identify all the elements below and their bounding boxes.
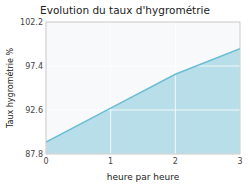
title: Evolution du taux d'hygrométrie xyxy=(40,4,210,16)
area-line xyxy=(46,49,240,143)
x-tick-label: 1 xyxy=(108,157,113,166)
x-tick-label: 2 xyxy=(173,157,178,166)
y-tick-label: 102.2 xyxy=(20,18,43,27)
chart: 87.8 92.6 97.4 102.2 0 1 2 3 Evolution du taux d… xyxy=(0,0,250,188)
area-fill xyxy=(46,49,240,154)
y-axis-label: Taux hygrométrie % xyxy=(5,48,15,130)
grid-line-y xyxy=(46,66,240,67)
grid-line-x xyxy=(175,22,176,154)
x-axis-label: heure par heure xyxy=(107,172,180,182)
y-tick-label: 92.6 xyxy=(25,106,43,115)
plot-area xyxy=(46,22,240,154)
series-group xyxy=(46,22,240,154)
grid-line-y xyxy=(46,110,240,111)
x-tick-label: 3 xyxy=(237,157,242,166)
plot-frame xyxy=(46,22,240,154)
grid-line-x xyxy=(110,22,111,154)
y-tick-label: 97.4 xyxy=(25,62,43,71)
y-tick-label: 87.8 xyxy=(25,150,43,159)
x-tick-label: 0 xyxy=(43,157,48,166)
